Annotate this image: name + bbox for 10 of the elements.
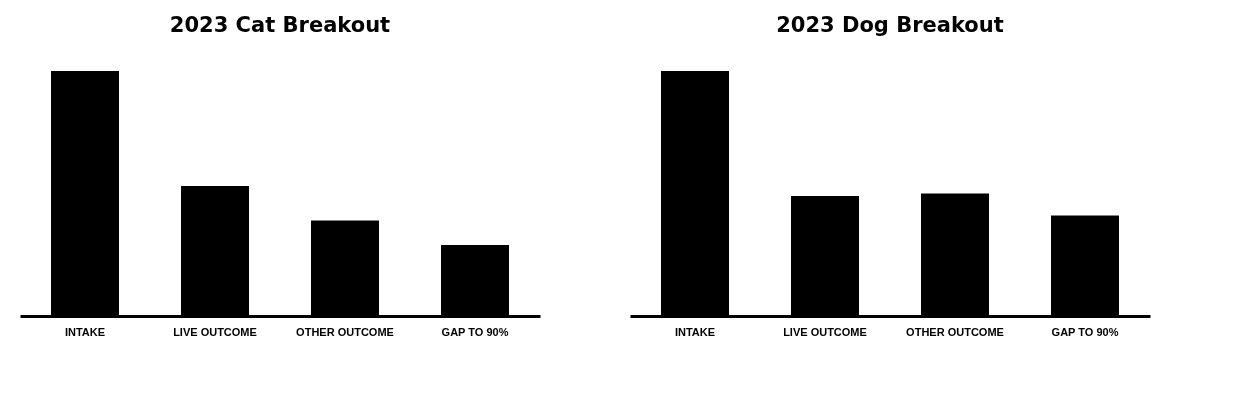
x-tick-label: INTAKE (674, 325, 716, 338)
x-tick-label: LIVE OUTCOME (783, 325, 867, 338)
chart-title: 2023 Cat Breakout (169, 13, 391, 37)
x-tick-label: OTHER OUTCOME (296, 325, 394, 338)
x-tick-label: GAP TO 90% (1051, 325, 1119, 338)
x-tick-label: GAP TO 90% (441, 325, 509, 338)
chart-title: 2023 Dog Breakout (776, 13, 1004, 37)
x-tick-label: LIVE OUTCOME (173, 325, 257, 338)
x-tick-label: INTAKE (64, 325, 106, 338)
x-tick-label: OTHER OUTCOME (906, 325, 1004, 338)
